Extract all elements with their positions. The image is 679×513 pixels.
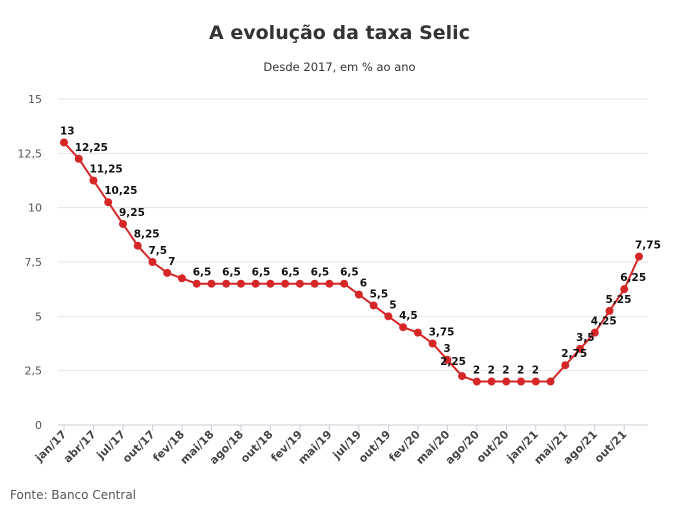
data-point — [443, 355, 452, 364]
data-point — [236, 279, 245, 288]
data-label: 13 — [60, 125, 75, 137]
data-point — [104, 198, 113, 207]
data-point — [428, 339, 437, 348]
data-point — [74, 154, 83, 163]
data-label: 6 — [360, 278, 367, 290]
data-label: 6,5 — [311, 267, 330, 279]
data-label: 5,5 — [370, 288, 389, 300]
data-point — [295, 279, 304, 288]
data-label: 2 — [532, 365, 539, 377]
data-label: 6,5 — [281, 267, 300, 279]
y-tick-label: 15 — [28, 93, 42, 106]
series-line — [63, 141, 640, 383]
data-label: 8,25 — [134, 229, 160, 241]
data-label: 2 — [473, 365, 480, 377]
x-tick-label: out/17 — [120, 428, 157, 465]
data-point — [413, 328, 422, 337]
data-point — [310, 279, 319, 288]
data-point — [620, 285, 629, 294]
data-label: 4,25 — [591, 316, 617, 328]
data-point — [222, 279, 231, 288]
data-point — [192, 279, 201, 288]
data-point — [590, 328, 599, 337]
data-point — [576, 344, 585, 353]
x-tick-label: out/18 — [238, 428, 275, 465]
data-label: 9,25 — [119, 207, 145, 219]
data-label: 6,25 — [620, 272, 646, 284]
data-point — [251, 279, 260, 288]
data-point — [163, 268, 172, 277]
x-tick-label: out/21 — [592, 428, 629, 465]
data-point — [118, 219, 127, 228]
data-point — [354, 290, 363, 299]
data-point — [502, 377, 511, 386]
data-label: 4,5 — [399, 310, 418, 322]
data-label: 10,25 — [104, 185, 137, 197]
x-tick-label: abr/17 — [61, 428, 99, 466]
data-label: 6,5 — [340, 267, 359, 279]
data-label: 2 — [488, 365, 495, 377]
data-label: 2,75 — [561, 348, 587, 360]
data-point — [458, 372, 467, 381]
data-label: 3,5 — [576, 332, 595, 344]
x-tick-label: out/20 — [474, 428, 512, 466]
data-point — [546, 377, 555, 386]
data-point — [384, 312, 393, 321]
data-label: 2 — [517, 365, 524, 377]
data-label: 2 — [502, 365, 509, 377]
data-label: 7,5 — [148, 245, 167, 257]
y-tick-label: 2,5 — [25, 365, 43, 378]
data-point — [340, 279, 349, 288]
chart-title: A evolução da taxa Selic — [209, 22, 470, 44]
source-note: Fonte: Banco Central — [10, 488, 137, 502]
x-tick-label: out/19 — [356, 428, 393, 465]
chart-subtitle: Desde 2017, em % ao ano — [263, 60, 416, 74]
data-label: 2,25 — [440, 356, 466, 368]
y-tick-label: 0 — [35, 419, 42, 432]
data-point — [89, 176, 98, 185]
data-point — [531, 377, 540, 386]
data-point — [148, 258, 157, 266]
data-point — [472, 377, 481, 386]
data-label: 12,25 — [75, 142, 108, 154]
data-point — [517, 377, 526, 386]
data-point — [325, 279, 334, 288]
data-label: 5,25 — [606, 294, 632, 306]
data-point — [561, 361, 570, 370]
data-label: 6,5 — [252, 267, 271, 279]
y-tick-label: 7,5 — [25, 256, 43, 269]
data-point — [635, 252, 643, 261]
data-point — [207, 279, 216, 288]
data-label: 3,75 — [429, 327, 455, 339]
y-tick-label: 10 — [28, 202, 42, 215]
data-label: 7,75 — [635, 240, 661, 252]
data-label: 11,25 — [89, 164, 122, 176]
data-point — [399, 323, 408, 332]
data-label: 5 — [389, 299, 396, 311]
data-point — [60, 138, 68, 147]
data-point — [487, 377, 496, 386]
y-tick-label: 5 — [35, 310, 42, 323]
data-point — [281, 279, 290, 288]
data-point — [177, 274, 186, 283]
data-point — [605, 306, 614, 315]
data-point — [266, 279, 275, 288]
data-point — [369, 301, 378, 310]
data-label: 3 — [443, 343, 450, 355]
data-label: 6,5 — [193, 267, 212, 279]
data-label: 6,5 — [222, 267, 241, 279]
data-label: 7 — [168, 256, 175, 268]
data-point — [133, 241, 142, 250]
y-tick-label: 12,5 — [18, 147, 43, 160]
